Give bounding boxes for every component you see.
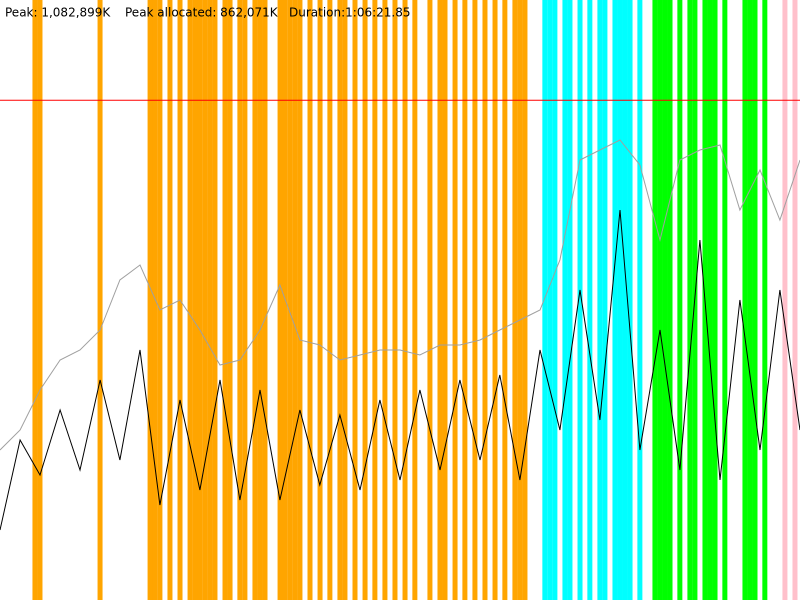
gc-event xyxy=(522,0,528,600)
header-stat: Peak allocated: 862,071K xyxy=(125,6,279,20)
gc-event xyxy=(482,0,488,600)
gc-event xyxy=(752,0,758,600)
gc-event xyxy=(652,0,658,600)
gc-event xyxy=(747,0,753,600)
gc-event xyxy=(657,0,663,600)
gc-event xyxy=(627,0,633,600)
gc-event xyxy=(337,0,343,600)
gc-event xyxy=(452,0,458,600)
gc-event xyxy=(382,0,388,600)
gc-event xyxy=(427,0,433,600)
gc-event xyxy=(567,0,573,600)
gc-event xyxy=(542,0,548,600)
series-line xyxy=(0,209,800,531)
gc-event xyxy=(782,0,788,600)
gc-event xyxy=(212,0,218,600)
gc-event xyxy=(587,0,593,600)
gc-event xyxy=(262,0,268,600)
gc-event xyxy=(617,0,623,600)
gc-event xyxy=(297,0,303,600)
gc-event xyxy=(252,0,258,600)
gc-event xyxy=(277,0,283,600)
gc-event xyxy=(327,0,333,600)
gc-event xyxy=(792,0,798,600)
lines xyxy=(0,99,800,531)
gc-event xyxy=(687,0,693,600)
gc-event xyxy=(37,0,43,600)
gc-event xyxy=(257,0,263,600)
header-stat: Peak: 1,082,899K xyxy=(5,6,111,20)
gc-event xyxy=(712,0,718,600)
gc-event xyxy=(742,0,748,600)
gc-event xyxy=(152,0,158,600)
gc-event xyxy=(492,0,498,600)
gc-event xyxy=(207,0,213,600)
gc-event xyxy=(547,0,553,600)
gc-event xyxy=(192,0,198,600)
gc-event xyxy=(437,0,443,600)
gc-event xyxy=(502,0,508,600)
gc-event xyxy=(442,0,448,600)
gc-event xyxy=(597,0,603,600)
gc-event xyxy=(392,0,398,600)
gc-event xyxy=(707,0,713,600)
gc-event xyxy=(667,0,673,600)
gc-event xyxy=(412,0,418,600)
gc-event xyxy=(602,0,608,600)
gc-event xyxy=(612,0,618,600)
gc-event xyxy=(242,0,248,600)
gc-event xyxy=(197,0,203,600)
gc-event xyxy=(552,0,558,600)
gc-event xyxy=(317,0,323,600)
gc-event xyxy=(517,0,523,600)
gc-event xyxy=(227,0,233,600)
gc-event xyxy=(637,0,643,600)
gc-event xyxy=(402,0,408,600)
gc-event xyxy=(562,0,568,600)
gc-event xyxy=(287,0,293,600)
gc-event xyxy=(462,0,468,600)
gc-event xyxy=(237,0,243,600)
gc-event xyxy=(677,0,683,600)
gc-event xyxy=(362,0,368,600)
gc-event xyxy=(187,0,193,600)
gc-event xyxy=(222,0,228,600)
gc-event xyxy=(577,0,583,600)
gc-event xyxy=(372,0,378,600)
gc-event xyxy=(352,0,358,600)
gc-event xyxy=(202,0,208,600)
gc-event xyxy=(97,0,103,600)
gc-event xyxy=(147,0,153,600)
gc-event xyxy=(342,0,348,600)
header-stat: Duration:1:06:21.85 xyxy=(289,6,411,20)
gc-event xyxy=(512,0,518,600)
gc-event xyxy=(307,0,313,600)
gc-event xyxy=(662,0,668,600)
gc-event xyxy=(722,0,728,600)
series-line xyxy=(0,139,800,451)
gc-event xyxy=(762,0,768,600)
gc-event xyxy=(292,0,298,600)
gc-event xyxy=(32,0,38,600)
gc-event xyxy=(622,0,628,600)
header: Peak: 1,082,899K Peak allocated: 862,071K… xyxy=(5,6,411,20)
gc-event xyxy=(472,0,478,600)
gc-event xyxy=(157,0,163,600)
events xyxy=(32,0,798,600)
gc-event xyxy=(167,0,173,600)
